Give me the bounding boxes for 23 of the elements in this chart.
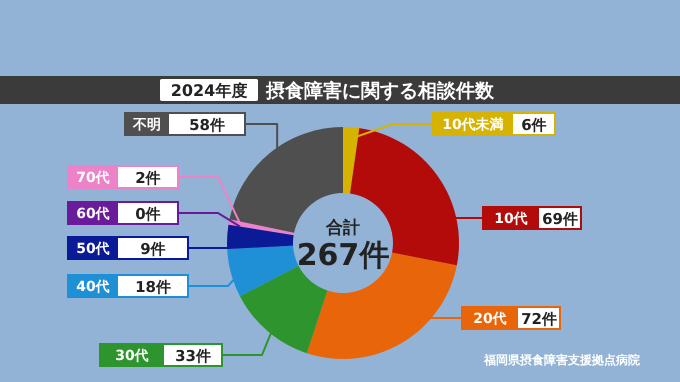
text: 合計 [325, 218, 360, 238]
text: 0件 [135, 205, 161, 223]
text: 福岡県摂食障害支援拠点病院 [483, 353, 640, 367]
legend-label: 50代 [76, 241, 110, 257]
chart-title: 摂食障害に関する相談件数 [265, 80, 495, 102]
legend-label: 60代 [76, 206, 110, 222]
data-label: 58件 [189, 116, 225, 134]
text: 267件 [296, 238, 390, 273]
legend-label: 10代 [494, 211, 528, 227]
data-label: 2件 [135, 169, 161, 187]
chart-subtitle: 2024年度 [170, 81, 248, 100]
legend-label: 30代 [115, 348, 149, 364]
legend-label: 20代 [473, 311, 507, 327]
legend-label: 10代未満 [442, 117, 504, 133]
data-label: 18件 [135, 278, 171, 296]
legend-label: 70代 [76, 170, 110, 186]
legend-label: 不明 [132, 117, 161, 133]
data-label: 69件 [542, 210, 578, 228]
legend-label: 40代 [76, 279, 110, 295]
data-label: 72件 [521, 310, 557, 328]
data-label: 9件 [140, 240, 166, 258]
data-label: 6件 [521, 116, 547, 134]
data-label: 33件 [175, 347, 211, 365]
